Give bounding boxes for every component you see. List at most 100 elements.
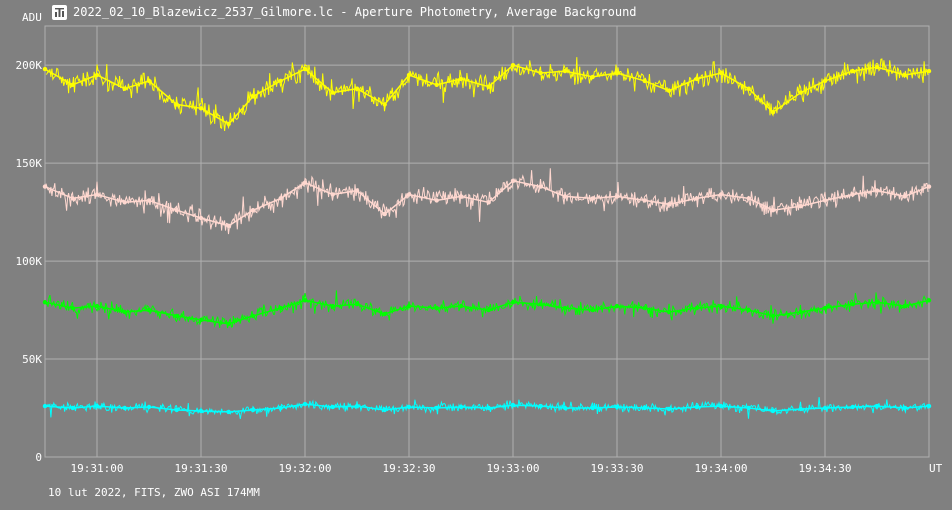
series-point: [822, 405, 828, 411]
series-point: [746, 86, 751, 91]
series-point: [562, 194, 568, 199]
series-point: [642, 78, 647, 84]
photometry-app-icon[interactable]: [52, 4, 67, 20]
x-axis-label: UT: [929, 462, 943, 475]
series-point: [174, 407, 179, 413]
series-point: [406, 303, 412, 309]
grid-lines: [45, 26, 929, 458]
series-point: [302, 180, 308, 185]
series-point: [798, 309, 803, 315]
x-tick-label: 19:34:30: [799, 462, 852, 475]
series-point: [694, 305, 699, 311]
series-point: [642, 405, 647, 411]
series-point: [718, 403, 724, 409]
series-point: [642, 305, 647, 311]
series-point: [614, 404, 620, 410]
series-point: [718, 192, 724, 197]
series-point: [250, 313, 256, 319]
y-tick-label: 150K: [16, 157, 43, 170]
series-point: [434, 198, 439, 203]
series-point: [434, 405, 439, 411]
series-point: [330, 303, 335, 309]
series-point: [874, 403, 880, 409]
series-point: [382, 311, 387, 317]
series-point: [122, 86, 127, 91]
series-point: [486, 307, 491, 313]
series-point: [458, 303, 464, 309]
series-point: [538, 403, 543, 409]
series-point: [330, 192, 335, 197]
series-point: [874, 300, 880, 305]
series-point: [666, 202, 672, 207]
series-point: [354, 188, 360, 193]
series-point: [694, 404, 699, 410]
x-tick-label: 19:31:00: [71, 462, 124, 475]
series-measurements: [45, 57, 929, 132]
series-point: [718, 70, 724, 76]
y-tick-label: 0: [35, 451, 42, 464]
series-point: [122, 309, 127, 315]
series-point: [174, 313, 179, 319]
series-point: [354, 403, 360, 409]
series-point: [330, 404, 335, 410]
series-point: [666, 309, 672, 315]
plot-area-frame: [44, 25, 930, 458]
series-point: [174, 102, 179, 107]
series-point: [510, 300, 516, 305]
series-point: [538, 70, 543, 76]
series-point: [926, 184, 932, 189]
series-point: [770, 208, 776, 213]
series-point: [42, 300, 48, 305]
series-point: [70, 405, 75, 411]
series-point: [226, 121, 231, 127]
series-point: [42, 66, 48, 72]
series-point: [458, 76, 464, 82]
series-point: [434, 305, 439, 311]
series-point: [926, 68, 932, 74]
window-title-bar: 2022_02_10_Blazewicz_2537_Gilmore.lc - A…: [52, 4, 637, 20]
series-point: [122, 405, 127, 411]
x-tick-label: 19:34:00: [695, 462, 748, 475]
series-point: [902, 405, 907, 411]
series-point: [798, 204, 803, 209]
series-point: [822, 78, 828, 84]
series-point: [850, 302, 855, 307]
series-1: [42, 57, 932, 132]
y-tick-label: 50K: [22, 353, 42, 366]
series-point: [902, 194, 907, 199]
series-point: [510, 402, 516, 408]
series-point: [278, 196, 283, 201]
series-point: [902, 303, 907, 309]
data-series: [42, 57, 932, 419]
series-point: [330, 90, 335, 95]
series-point: [94, 72, 100, 78]
series-point: [354, 86, 360, 91]
series-point: [666, 406, 672, 412]
series-point: [510, 178, 516, 183]
series-point: [562, 305, 568, 311]
series-point: [562, 405, 568, 411]
axis-labels: ADU UT 0 50K 100K 150K 200K 19:31:00 19:31:30 1…: [16, 11, 943, 475]
observation-info: 10 lut 2022, FITS, ZWO ASI 174MM: [48, 486, 260, 499]
series-point: [614, 70, 620, 76]
series-point: [382, 407, 387, 413]
series-point: [590, 196, 595, 201]
series-point: [538, 302, 543, 307]
series-point: [70, 82, 75, 88]
series-point: [406, 72, 412, 78]
series-point: [458, 194, 464, 199]
series-point: [302, 298, 308, 303]
series-point: [822, 198, 828, 203]
series-point: [42, 184, 48, 189]
series-point: [746, 196, 751, 201]
series-3: [42, 290, 932, 329]
series-point: [562, 68, 568, 74]
series-point: [278, 405, 283, 411]
series-point: [770, 408, 776, 414]
series-point: [694, 196, 699, 201]
series-point: [666, 88, 672, 93]
x-tick-label: 19:33:00: [487, 462, 540, 475]
series-point: [642, 198, 647, 203]
series-point: [850, 68, 855, 74]
